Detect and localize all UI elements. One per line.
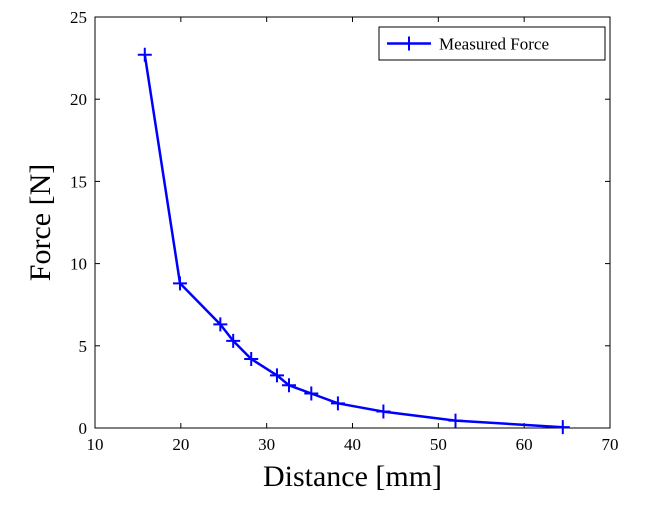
x-tick-label: 10 bbox=[87, 435, 104, 454]
y-tick-label: 0 bbox=[79, 419, 88, 438]
data-point-marker bbox=[226, 333, 241, 348]
plot-area-frame bbox=[94, 16, 611, 429]
series-group bbox=[137, 47, 570, 435]
x-tick-label: 70 bbox=[602, 435, 619, 454]
data-point-marker bbox=[244, 351, 259, 366]
data-point-marker bbox=[376, 404, 391, 419]
legend: Measured Force bbox=[378, 26, 606, 61]
x-axis-label: Distance [mm] bbox=[263, 460, 442, 493]
x-tick-label: 30 bbox=[258, 435, 275, 454]
data-point-marker bbox=[172, 276, 187, 291]
data-point-marker bbox=[448, 413, 463, 428]
data-point-marker bbox=[330, 396, 345, 411]
y-tick-label: 20 bbox=[70, 90, 87, 109]
x-tick-label: 40 bbox=[344, 435, 361, 454]
legend-plus-marker bbox=[402, 36, 416, 51]
axis-ticks: 10 20 30 40 50 60 70 0 5 10 15 20 25 bbox=[70, 8, 619, 454]
data-point-marker bbox=[137, 47, 152, 62]
data-point-marker bbox=[213, 317, 228, 332]
series-line bbox=[143, 54, 563, 429]
data-point-marker bbox=[281, 378, 296, 393]
y-tick-label: 15 bbox=[70, 172, 87, 191]
x-tick-label: 20 bbox=[172, 435, 189, 454]
y-axis-label: Force [N] bbox=[24, 164, 57, 281]
x-tick-label: 60 bbox=[516, 435, 533, 454]
data-point-marker bbox=[555, 420, 570, 435]
data-point-marker bbox=[269, 368, 284, 383]
y-tick-label: 25 bbox=[70, 8, 87, 27]
y-tick-label: 10 bbox=[70, 255, 87, 274]
y-tick-label: 5 bbox=[79, 337, 88, 356]
data-point-marker bbox=[304, 386, 319, 401]
x-tick-label: 50 bbox=[430, 435, 447, 454]
legend-label: Measured Force bbox=[439, 35, 549, 54]
